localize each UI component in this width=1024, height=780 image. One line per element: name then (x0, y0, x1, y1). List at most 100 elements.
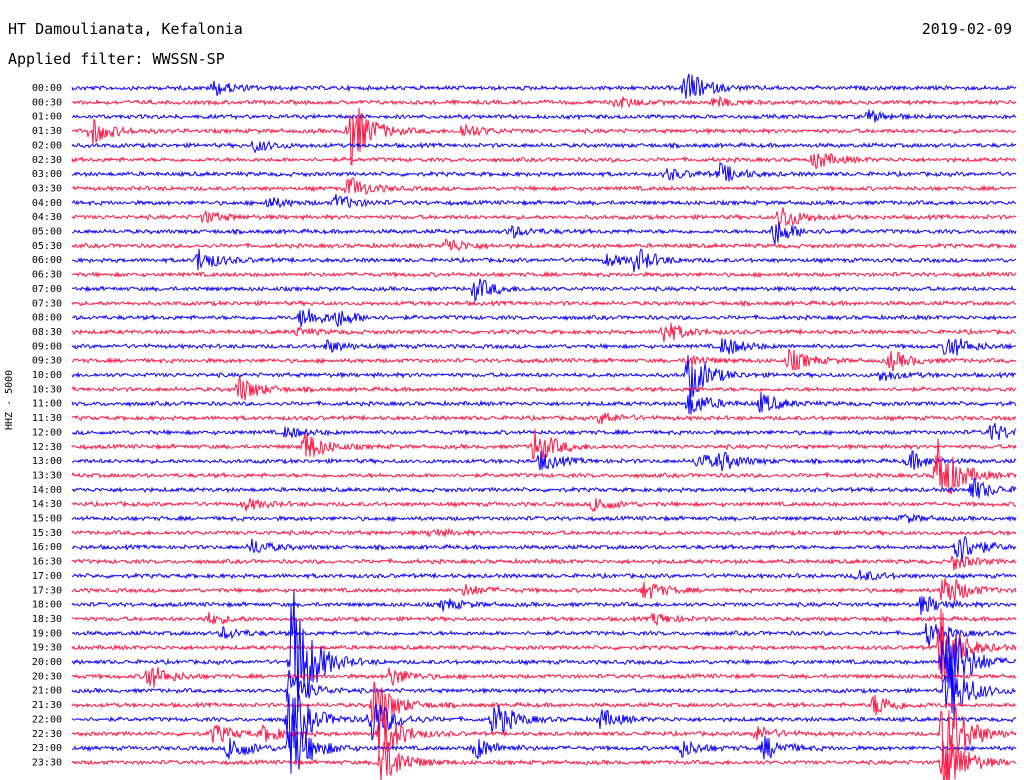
trace-row (71, 411, 1017, 425)
row-time-label: 10:00 (32, 370, 62, 381)
trace-row (71, 109, 1017, 123)
row-time-label: 17:30 (32, 585, 62, 596)
row-time-label: 06:30 (32, 270, 62, 281)
trace-row (71, 177, 1017, 195)
trace-row (71, 657, 1017, 718)
trace-row (71, 667, 1017, 688)
trace-row (71, 140, 1017, 154)
trace-row (71, 569, 1017, 582)
trace-row (71, 270, 1017, 279)
row-time-label: 18:00 (32, 600, 62, 611)
trace-row (71, 152, 1017, 170)
trace-row (71, 308, 1017, 328)
trace-row (71, 623, 1017, 647)
row-time-label: 05:00 (32, 227, 62, 238)
trace-row (71, 589, 1017, 713)
trace-row (71, 498, 1017, 513)
row-time-label: 00:30 (32, 97, 62, 108)
row-time-label: 02:30 (32, 155, 62, 166)
trace-row (71, 338, 1017, 356)
row-time-label: 12:00 (32, 427, 62, 438)
row-time-label: 21:00 (32, 686, 62, 697)
trace-row (71, 322, 1017, 343)
trace-row (71, 555, 1017, 571)
trace-row (71, 73, 1017, 99)
trace-row (71, 477, 1017, 499)
row-time-label: 15:30 (32, 528, 62, 539)
trace-row (71, 389, 1017, 415)
trace-row (71, 692, 1017, 754)
row-time-label: 13:30 (32, 470, 62, 481)
row-time-label: 22:00 (32, 714, 62, 725)
trace-row (71, 734, 1016, 780)
row-time-label: 01:00 (32, 112, 62, 123)
trace-row (72, 222, 1017, 245)
trace-row (71, 428, 1017, 462)
row-time-label: 18:30 (32, 614, 62, 625)
row-time-label: 21:30 (32, 700, 62, 711)
row-time-label: 20:30 (32, 671, 62, 682)
row-time-label: 10:30 (32, 384, 62, 395)
trace-row (71, 193, 1017, 209)
row-time-label: 07:00 (32, 284, 62, 295)
row-time-label: 04:00 (32, 198, 62, 209)
row-time-label: 06:00 (32, 255, 62, 266)
row-time-label: 23:30 (32, 757, 62, 768)
trace-row (71, 527, 1017, 538)
trace-row (71, 706, 1017, 780)
row-time-label: 03:00 (32, 169, 62, 180)
trace-row (71, 422, 1017, 441)
row-time-label: 22:30 (32, 729, 62, 740)
trace-row (71, 278, 1017, 302)
trace-row (71, 161, 1017, 182)
filter-label: Applied filter: WWSSN-SP (8, 50, 225, 68)
row-time-label: 11:00 (32, 399, 62, 410)
row-time-label: 02:00 (32, 140, 62, 151)
row-time-label: 23:00 (32, 743, 62, 754)
row-time-label: 01:30 (32, 126, 62, 137)
row-time-label: 14:00 (32, 485, 62, 496)
row-time-label: 16:00 (32, 542, 62, 553)
row-time-label: 14:30 (32, 499, 62, 510)
row-time-label: 16:30 (32, 557, 62, 568)
trace-row (71, 299, 1017, 308)
trace-row (71, 713, 1017, 774)
row-time-label: 07:30 (32, 298, 62, 309)
trace-row (71, 438, 1017, 495)
trace-row (71, 348, 1017, 372)
trace-row (71, 513, 1017, 524)
station-title: HT Damoulianata, Kefalonia (8, 20, 243, 38)
row-time-label: 09:30 (32, 356, 62, 367)
trace-row (71, 608, 1017, 683)
row-time-label: 13:00 (32, 456, 62, 467)
trace-row (71, 107, 1017, 166)
row-time-label: 19:00 (32, 628, 62, 639)
row-time-label: 20:00 (32, 657, 62, 668)
row-time-label: 09:00 (32, 341, 62, 352)
row-time-label: 19:30 (32, 643, 62, 654)
trace-row (71, 681, 1017, 722)
row-time-label: 08:00 (32, 313, 62, 324)
trace-row (71, 578, 1017, 602)
trace-row (71, 355, 1017, 398)
row-time-label: 08:30 (32, 327, 62, 338)
trace-row (71, 207, 1017, 230)
record-date: 2019-02-09 (921, 20, 1012, 38)
trace-row (71, 376, 1017, 401)
row-time-label: 04:30 (32, 212, 62, 223)
trace-row (71, 237, 1017, 252)
trace-row (71, 450, 1017, 472)
row-time-label: 12:30 (32, 442, 62, 453)
trace-row (71, 248, 1017, 273)
row-time-label: 03:30 (32, 183, 62, 194)
trace-row (71, 94, 1017, 109)
row-time-label: 05:30 (32, 241, 62, 252)
row-time-label: 17:00 (32, 571, 62, 582)
trace-row (71, 535, 1017, 563)
row-time-label: 11:30 (32, 413, 62, 424)
trace-row (71, 611, 1017, 627)
row-time-label: 15:00 (32, 514, 62, 525)
row-time-label: 00:00 (32, 83, 62, 94)
trace-row (71, 595, 1017, 615)
